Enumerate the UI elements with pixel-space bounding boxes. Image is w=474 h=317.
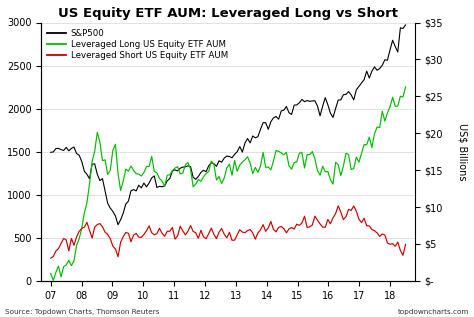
Leveraged Long US Equity ETF AUM <box>351 167 356 171</box>
S&P500 <box>190 175 196 179</box>
S&P500 <box>115 223 121 227</box>
Line: S&P500: S&P500 <box>51 25 406 225</box>
S&P500 <box>403 23 409 27</box>
Title: US Equity ETF AUM: Leveraged Long vs Short: US Equity ETF AUM: Leveraged Long vs Sho… <box>58 7 398 20</box>
Leveraged Short US Equity ETF AUM <box>336 204 341 208</box>
Leveraged Long US Equity ETF AUM <box>48 272 54 275</box>
Leveraged Long US Equity ETF AUM <box>398 94 403 98</box>
Leveraged Short US Equity ETF AUM <box>403 243 409 246</box>
Leveraged Short US Equity ETF AUM <box>351 204 356 208</box>
Leveraged Long US Equity ETF AUM <box>253 165 258 169</box>
Leveraged Short US Equity ETF AUM <box>398 249 403 252</box>
Leveraged Long US Equity ETF AUM <box>180 171 186 175</box>
Y-axis label: US$ Billions: US$ Billions <box>457 123 467 180</box>
S&P500 <box>180 165 186 169</box>
Leveraged Short US Equity ETF AUM <box>188 223 193 227</box>
S&P500 <box>253 136 258 140</box>
Legend: S&P500, Leveraged Long US Equity ETF AUM, Leveraged Short US Equity ETF AUM: S&P500, Leveraged Long US Equity ETF AUM… <box>46 27 230 61</box>
S&P500 <box>398 26 403 30</box>
S&P500 <box>48 150 54 154</box>
Leveraged Short US Equity ETF AUM <box>250 231 255 235</box>
Line: Leveraged Long US Equity ETF AUM: Leveraged Long US Equity ETF AUM <box>51 87 406 280</box>
Text: Source: Topdown Charts, Thomson Reuters: Source: Topdown Charts, Thomson Reuters <box>5 309 159 315</box>
Line: Leveraged Short US Equity ETF AUM: Leveraged Short US Equity ETF AUM <box>51 206 406 258</box>
Leveraged Short US Equity ETF AUM <box>177 224 183 228</box>
Leveraged Short US Equity ETF AUM <box>48 256 54 260</box>
Leveraged Long US Equity ETF AUM <box>190 185 196 189</box>
S&P500 <box>304 99 310 102</box>
Leveraged Long US Equity ETF AUM <box>403 85 409 89</box>
S&P500 <box>351 98 356 102</box>
Leveraged Long US Equity ETF AUM <box>304 152 310 156</box>
Leveraged Long US Equity ETF AUM <box>50 278 56 282</box>
Leveraged Short US Equity ETF AUM <box>301 214 307 218</box>
Text: topdowncharts.com: topdowncharts.com <box>398 309 469 315</box>
